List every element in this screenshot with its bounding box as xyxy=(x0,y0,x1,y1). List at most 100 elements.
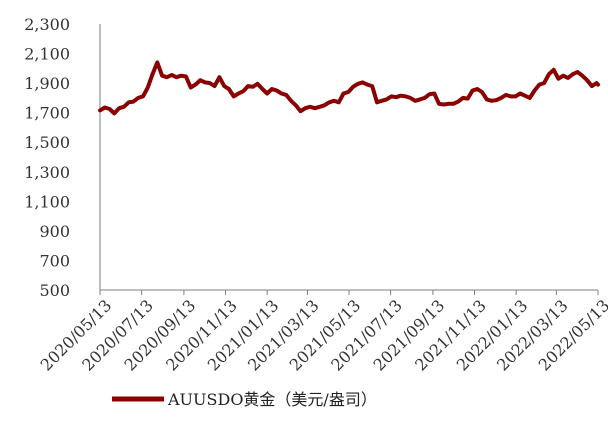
data-point xyxy=(352,85,355,88)
data-point xyxy=(251,85,254,88)
data-point xyxy=(519,92,522,95)
y-tick-label: 1,300 xyxy=(24,163,70,182)
data-point xyxy=(275,89,278,92)
data-point xyxy=(457,100,460,103)
data-point xyxy=(204,81,207,84)
data-point xyxy=(266,92,269,95)
data-point xyxy=(323,104,326,107)
data-point xyxy=(390,95,393,98)
y-tick-label: 1,700 xyxy=(24,104,70,123)
data-point xyxy=(227,88,230,91)
data-point xyxy=(261,88,264,91)
data-point xyxy=(118,107,121,110)
data-point xyxy=(170,74,173,77)
data-point xyxy=(371,85,374,88)
data-point xyxy=(485,98,488,101)
data-point xyxy=(590,85,593,88)
data-point xyxy=(404,95,407,98)
data-point xyxy=(299,110,302,113)
data-point xyxy=(156,61,159,64)
legend-label: AUUSDO黄金（美元/盎司） xyxy=(167,390,377,409)
data-point xyxy=(151,73,154,76)
data-point xyxy=(495,99,498,102)
data-point xyxy=(165,76,168,79)
data-point xyxy=(581,74,584,77)
data-point xyxy=(132,100,135,103)
data-point xyxy=(127,101,130,104)
series-lines xyxy=(98,60,600,116)
data-point xyxy=(418,98,421,101)
data-point xyxy=(242,90,245,93)
data-point xyxy=(476,88,479,91)
y-axis: 2,300 2,100 1,900 1,700 1,500 1,300 1,100 900 70… xyxy=(24,15,101,300)
data-point xyxy=(161,74,164,77)
data-point xyxy=(313,107,316,110)
data-point xyxy=(461,96,464,99)
data-point xyxy=(442,103,445,106)
data-point xyxy=(175,76,178,79)
data-point xyxy=(189,86,192,89)
data-point xyxy=(395,96,398,99)
data-point xyxy=(471,89,474,92)
y-tick-label: 700 xyxy=(39,251,70,270)
data-point xyxy=(543,82,546,85)
data-point xyxy=(466,97,469,100)
y-tick-label: 2,300 xyxy=(24,15,70,34)
data-point xyxy=(597,83,600,86)
data-point xyxy=(380,99,383,102)
data-point xyxy=(304,107,307,110)
data-point xyxy=(113,112,116,115)
data-point xyxy=(586,79,589,82)
data-point xyxy=(333,99,336,102)
data-point xyxy=(99,109,102,112)
data-point xyxy=(552,68,555,71)
data-point xyxy=(290,99,293,102)
data-point xyxy=(528,96,531,99)
legend: AUUSDO黄金（美元/盎司） xyxy=(112,390,377,409)
data-point xyxy=(524,94,527,97)
data-point xyxy=(567,76,570,79)
data-point xyxy=(356,82,359,85)
data-point xyxy=(366,83,369,86)
data-point xyxy=(347,91,350,94)
data-point xyxy=(409,96,412,99)
data-point xyxy=(361,81,364,84)
data-point xyxy=(103,106,106,109)
data-point xyxy=(538,83,541,86)
data-point xyxy=(194,83,197,86)
data-point xyxy=(122,105,125,108)
data-point xyxy=(328,101,331,104)
data-point xyxy=(256,82,259,85)
data-point xyxy=(562,74,565,77)
y-tick-label: 500 xyxy=(39,281,70,300)
data-point xyxy=(337,101,340,104)
data-point xyxy=(208,82,211,85)
data-point xyxy=(438,102,441,105)
data-point xyxy=(376,101,379,104)
data-point xyxy=(108,108,111,111)
data-point xyxy=(414,99,417,102)
data-point xyxy=(490,99,493,102)
data-point xyxy=(223,85,226,88)
data-point xyxy=(309,105,312,108)
data-point xyxy=(452,102,455,105)
series-line-gold xyxy=(98,60,600,116)
y-tick-label: 1,900 xyxy=(24,74,70,93)
y-tick-label: 1,500 xyxy=(24,133,70,152)
data-point xyxy=(146,86,149,89)
data-point xyxy=(218,76,221,79)
y-tick-label: 2,100 xyxy=(24,45,70,64)
data-point xyxy=(533,89,536,92)
data-point xyxy=(399,94,402,97)
data-point xyxy=(385,98,388,101)
data-point xyxy=(547,73,550,76)
data-point xyxy=(237,92,240,95)
data-point xyxy=(576,71,579,74)
data-point xyxy=(270,88,273,91)
data-point xyxy=(137,96,140,99)
data-point xyxy=(423,96,426,99)
x-axis: 2020/05/132020/07/132020/09/132020/11/13… xyxy=(37,289,608,375)
data-point xyxy=(280,92,283,95)
data-point xyxy=(180,74,183,77)
